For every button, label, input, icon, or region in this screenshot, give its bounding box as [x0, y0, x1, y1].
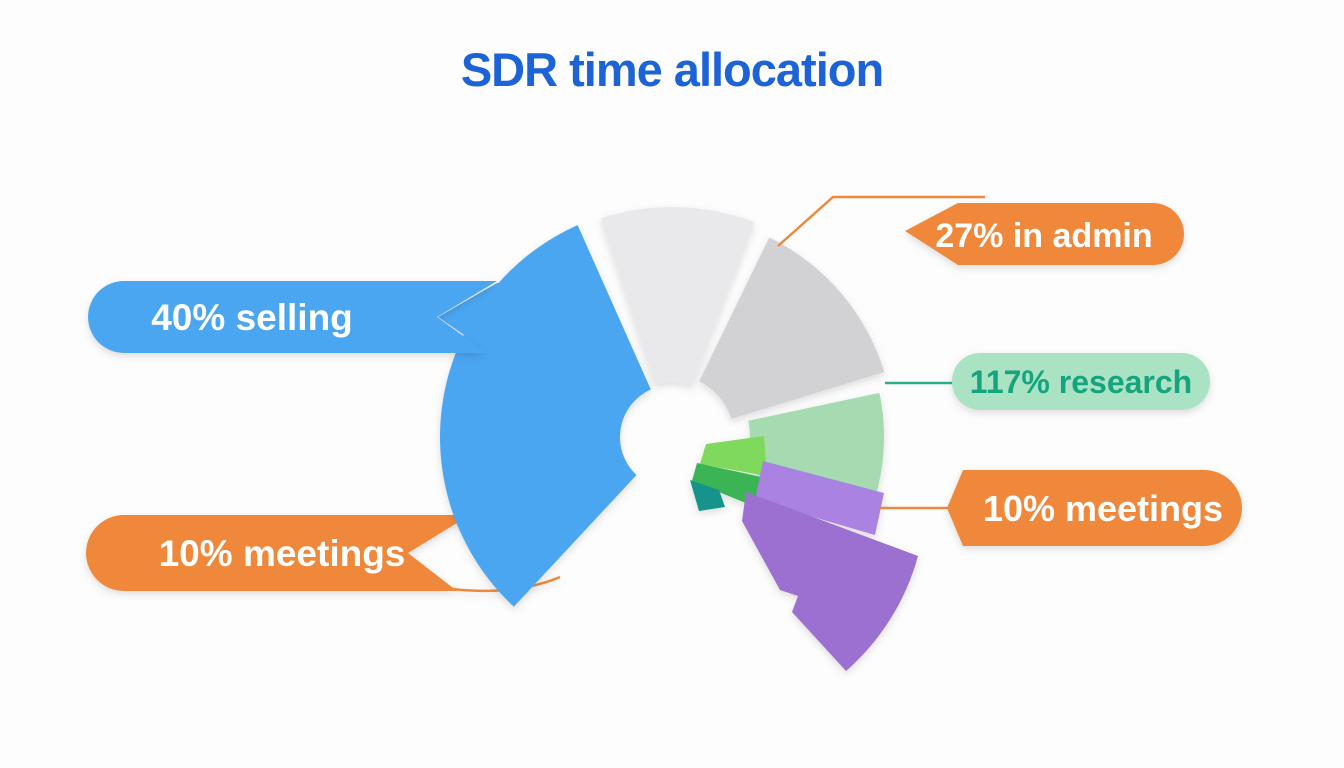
callout-pill	[905, 203, 1184, 265]
callout-admin: 27% in admin	[905, 203, 1184, 265]
callout-meetings-right: 10% meetings	[947, 470, 1242, 546]
wedge-meetings-light-purple	[755, 461, 884, 535]
pie-wedges	[438, 207, 918, 671]
wedge-accent-bright-green	[700, 436, 767, 476]
callout-label: 40% selling	[151, 297, 353, 338]
callout-pill	[947, 470, 1242, 546]
wedge-accent-teal	[690, 480, 725, 511]
wedge-admin-left	[600, 207, 755, 386]
swoosh-selling	[438, 283, 610, 352]
callout-meetings-left: 10% meetings	[86, 515, 561, 593]
wedge-admin-right	[699, 237, 885, 419]
callout-label: 27% in admin	[935, 217, 1152, 255]
wedge-meetings-purple	[742, 492, 918, 671]
callout-pill	[88, 281, 498, 353]
callout-research: 117% research	[952, 353, 1210, 410]
callout-label: 10% meetings	[159, 533, 406, 574]
callout-label: 117% research	[970, 364, 1192, 400]
callout-selling: 40% selling	[88, 281, 498, 353]
callout-pill	[952, 353, 1210, 410]
callout-label: 10% meetings	[983, 488, 1223, 529]
page-title: SDR time allocation	[460, 43, 884, 96]
callout-pill	[86, 515, 470, 591]
leader-admin	[777, 195, 985, 247]
